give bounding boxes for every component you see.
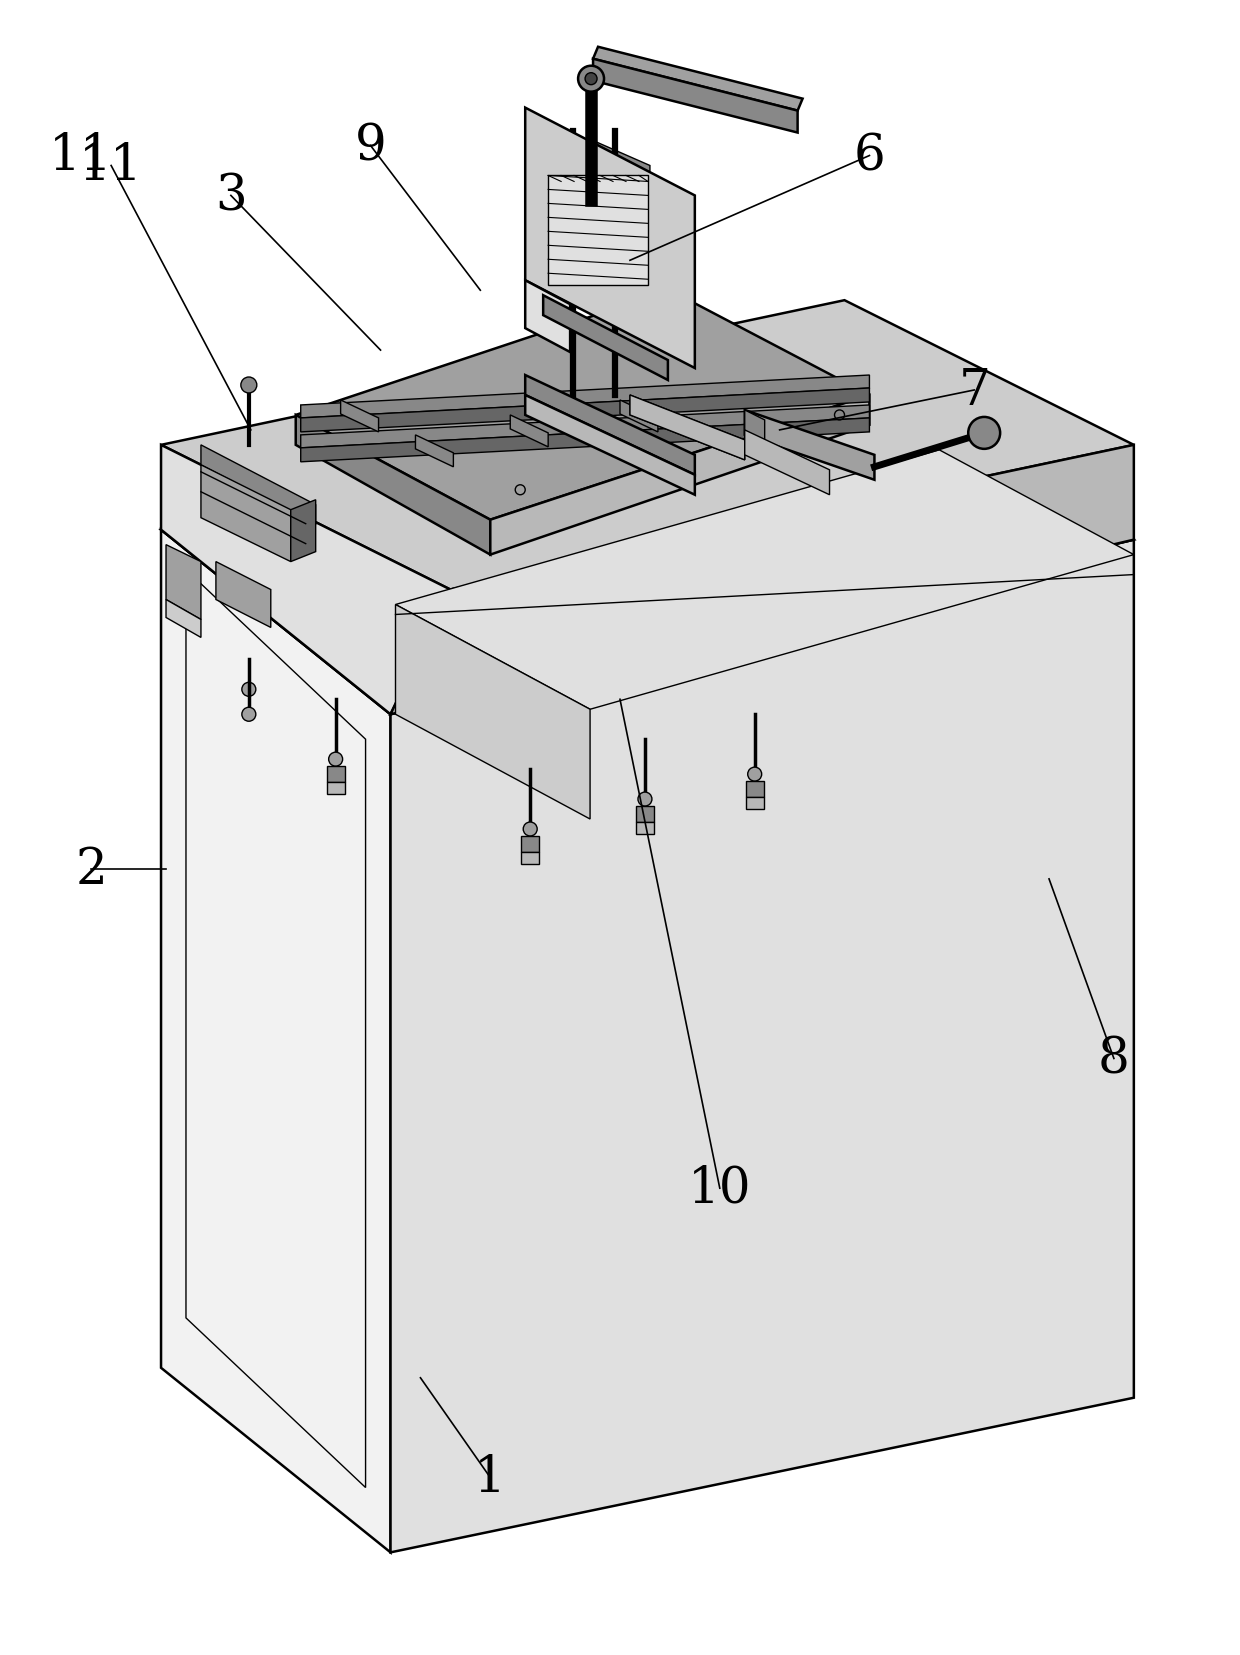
Polygon shape	[295, 415, 490, 556]
Polygon shape	[201, 465, 290, 563]
Circle shape	[585, 74, 596, 86]
Polygon shape	[201, 445, 316, 525]
Polygon shape	[593, 159, 650, 204]
Polygon shape	[166, 544, 201, 621]
Text: 7: 7	[959, 366, 991, 415]
Text: 6: 6	[853, 132, 885, 180]
Text: 11: 11	[79, 142, 143, 190]
Polygon shape	[521, 852, 539, 864]
Text: 8: 8	[1097, 1034, 1130, 1084]
Circle shape	[578, 66, 604, 93]
Polygon shape	[593, 48, 802, 111]
Polygon shape	[301, 389, 869, 432]
Polygon shape	[526, 109, 694, 369]
Polygon shape	[526, 396, 694, 495]
Polygon shape	[490, 396, 869, 556]
Polygon shape	[745, 410, 874, 480]
Polygon shape	[161, 530, 391, 1552]
Polygon shape	[630, 396, 745, 460]
Polygon shape	[326, 783, 345, 794]
Bar	[548, 177, 649, 286]
Polygon shape	[161, 301, 1133, 591]
Polygon shape	[543, 296, 668, 381]
Circle shape	[241, 377, 257, 394]
Polygon shape	[745, 781, 764, 798]
Polygon shape	[745, 430, 830, 495]
Polygon shape	[216, 563, 270, 627]
Polygon shape	[161, 356, 1133, 715]
Polygon shape	[161, 445, 450, 715]
Circle shape	[523, 823, 537, 836]
Text: 2: 2	[76, 844, 107, 894]
Polygon shape	[526, 376, 694, 475]
Text: 10: 10	[688, 1163, 751, 1213]
Polygon shape	[186, 571, 366, 1488]
Polygon shape	[301, 419, 869, 462]
Polygon shape	[290, 500, 316, 563]
Polygon shape	[391, 540, 1133, 1552]
Circle shape	[329, 753, 342, 766]
Polygon shape	[526, 281, 570, 353]
Polygon shape	[295, 291, 869, 520]
Polygon shape	[415, 435, 454, 467]
Polygon shape	[630, 396, 745, 460]
Text: 1: 1	[475, 1453, 506, 1503]
Circle shape	[242, 684, 255, 697]
Text: 11: 11	[50, 132, 113, 180]
Polygon shape	[521, 836, 539, 852]
Polygon shape	[341, 401, 378, 432]
Polygon shape	[396, 450, 1133, 710]
Circle shape	[637, 793, 652, 806]
Polygon shape	[326, 766, 345, 783]
Polygon shape	[510, 415, 548, 447]
Polygon shape	[301, 376, 869, 419]
Polygon shape	[593, 141, 650, 184]
Polygon shape	[620, 401, 658, 432]
Polygon shape	[396, 606, 590, 819]
Polygon shape	[301, 405, 869, 449]
Circle shape	[748, 768, 761, 781]
Text: 9: 9	[355, 122, 387, 170]
Polygon shape	[391, 445, 1133, 715]
Circle shape	[242, 708, 255, 722]
Polygon shape	[636, 823, 653, 834]
Polygon shape	[593, 60, 797, 134]
Text: 3: 3	[215, 172, 247, 222]
Polygon shape	[745, 410, 765, 450]
Circle shape	[968, 417, 1001, 450]
Polygon shape	[636, 806, 653, 823]
Polygon shape	[745, 798, 764, 809]
Polygon shape	[166, 601, 201, 639]
